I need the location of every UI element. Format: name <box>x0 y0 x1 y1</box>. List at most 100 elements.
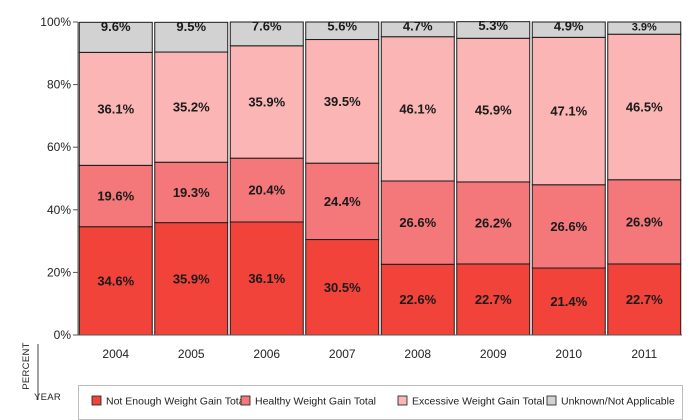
data-label-2010-s0: 21.4% <box>550 294 587 309</box>
x-tick-label-2006: 2006 <box>253 347 280 361</box>
x-tick-label-2004: 2004 <box>102 347 129 361</box>
data-label-2006-s1: 20.4% <box>248 183 285 198</box>
y-axis: 0% 20% 40% 60% 80% 100% <box>40 15 79 342</box>
x-tick-label-2010: 2010 <box>555 347 582 361</box>
bar-group-2009: 22.7% 26.2% 45.9% 5.3% <box>456 18 531 336</box>
legend-label: Healthy Weight Gain Total <box>255 396 376 408</box>
data-label-2008-s2: 46.1% <box>399 101 436 116</box>
bar-segment-2005-s2 <box>154 51 229 163</box>
y-tick-label: 80% <box>47 78 71 92</box>
bar-segment-2007-s0 <box>305 239 380 336</box>
data-label-2008-s0: 22.6% <box>399 292 436 307</box>
data-label-2011-s2: 46.5% <box>626 99 663 114</box>
bar-group-2004: 34.6% 19.6% 36.1% 9.6% <box>78 19 153 336</box>
legend-label: Not Enough Weight Gain Total <box>106 396 247 408</box>
data-label-2004-s1: 19.6% <box>97 189 134 204</box>
x-tick-label-2011: 2011 <box>631 347 657 361</box>
bar-segment-2005-s1 <box>154 161 229 224</box>
data-label-2009-s0: 22.7% <box>475 292 512 307</box>
data-label-2011-s1: 26.9% <box>626 214 663 229</box>
data-label-2006-s3: 7.6% <box>252 19 282 34</box>
data-label-2009-s3: 5.3% <box>478 18 508 33</box>
data-label-2009-s1: 26.2% <box>475 215 512 230</box>
bar-segment-2004-s2 <box>78 51 153 166</box>
x-axis-title: YEAR <box>34 392 61 403</box>
bar-segment-2008-s1 <box>380 180 455 265</box>
data-label-2005-s0: 35.9% <box>173 271 210 286</box>
bar-segment-2006-s2 <box>229 45 304 159</box>
data-label-2005-s3: 9.5% <box>176 19 206 34</box>
bar-segment-2011-s1 <box>607 179 682 265</box>
x-tick-label-2007: 2007 <box>329 347 356 361</box>
legend-item: Not Enough Weight Gain Total <box>91 395 247 408</box>
legend-swatch <box>546 395 557 406</box>
legend-item: Unknown/Not Applicable <box>546 395 675 408</box>
data-label-2011-s3: 3.9% <box>632 22 657 34</box>
data-label-2010-s1: 26.6% <box>550 219 587 234</box>
bar-segment-2009-s3 <box>456 21 531 39</box>
x-tick-label-2009: 2009 <box>480 347 507 361</box>
data-label-2011-s0: 22.7% <box>626 292 663 307</box>
data-label-2007-s2: 39.5% <box>324 94 361 109</box>
bar-segment-2006-s3 <box>229 21 304 47</box>
bar-segment-2009-s2 <box>456 37 531 183</box>
legend-swatch <box>91 395 102 406</box>
bar-segment-2010-s2 <box>531 36 606 186</box>
legend-swatch <box>397 395 408 406</box>
bar-segment-2011-s3 <box>607 21 682 35</box>
y-tick-label: 0% <box>54 328 72 342</box>
data-label-2008-s1: 26.6% <box>399 215 436 230</box>
bar-segment-2011-s2 <box>607 33 682 181</box>
bar-segment-2005-s3 <box>154 21 229 53</box>
legend-label: Unknown/Not Applicable <box>561 396 675 408</box>
y-axis-title: PERCENT <box>21 342 32 390</box>
data-label-2005-s2: 35.2% <box>173 100 210 115</box>
data-label-2004-s3: 9.6% <box>101 19 131 34</box>
bar-segment-2004-s3 <box>78 21 153 53</box>
data-label-2008-s3: 4.7% <box>403 19 433 34</box>
bar-group-2006: 36.1% 20.4% 35.9% 7.6% <box>229 19 304 336</box>
bar-segment-2004-s1 <box>78 164 153 228</box>
bar-group-2008: 22.6% 26.6% 46.1% 4.7% <box>380 19 455 336</box>
data-label-2007-s1: 24.4% <box>324 194 361 209</box>
bar-segment-2008-s0 <box>380 263 455 336</box>
data-label-2010-s2: 47.1% <box>550 104 587 119</box>
legend-label: Excessive Weight Gain Total <box>412 396 545 408</box>
bar-segment-2009-s1 <box>456 181 531 265</box>
legend-item: Excessive Weight Gain Total <box>397 395 545 408</box>
legend-frame <box>78 385 683 420</box>
y-tick-label: 20% <box>47 265 71 279</box>
axis-captions: PERCENT YEAR <box>21 342 61 403</box>
data-label-2005-s1: 19.3% <box>173 185 210 200</box>
y-tick-label: 60% <box>47 140 71 154</box>
bar-segment-2007-s3 <box>305 21 380 41</box>
bar-segment-2005-s0 <box>154 222 229 336</box>
data-label-2004-s2: 36.1% <box>97 101 134 116</box>
data-label-2004-s0: 34.6% <box>97 273 134 288</box>
bar-group-2011: 22.7% 26.9% 46.5% 3.9% <box>607 21 682 336</box>
y-tick-label: 40% <box>47 203 71 217</box>
data-label-2007-s0: 30.5% <box>324 280 361 295</box>
data-label-2006-s0: 36.1% <box>248 271 285 286</box>
bar-segment-2007-s1 <box>305 162 380 241</box>
bar-segment-2011-s0 <box>607 263 682 336</box>
data-label-2010-s3: 4.9% <box>554 19 584 34</box>
bar-segment-2010-s1 <box>531 184 606 269</box>
x-tick-label-2008: 2008 <box>404 347 431 361</box>
bar-segment-2010-s3 <box>531 21 606 38</box>
bar-group-2010: 21.4% 26.6% 47.1% 4.9% <box>531 19 606 336</box>
legend: Not Enough Weight Gain Total Healthy Weig… <box>78 385 683 420</box>
bars: 34.6% 19.6% 36.1% 9.6% 35.9% 19.3% 35.2% 9.5% 36… <box>78 18 682 336</box>
bar-group-2005: 35.9% 19.3% 35.2% 9.5% <box>154 19 229 336</box>
legend-item: Healthy Weight Gain Total <box>240 396 376 408</box>
bar-segment-2006-s0 <box>229 221 304 336</box>
bar-group-2007: 30.5% 24.4% 39.5% 5.6% <box>305 19 380 336</box>
data-label-2009-s2: 45.9% <box>475 103 512 118</box>
y-tick-label: 100% <box>40 15 71 29</box>
x-tick-label-2005: 2005 <box>178 347 205 361</box>
bar-segment-2008-s2 <box>380 36 455 182</box>
data-label-2007-s3: 5.6% <box>327 19 357 34</box>
bar-segment-2006-s1 <box>229 157 304 223</box>
x-axis: 2004 2005 2006 2007 2008 2009 2010 2011 <box>78 334 682 361</box>
